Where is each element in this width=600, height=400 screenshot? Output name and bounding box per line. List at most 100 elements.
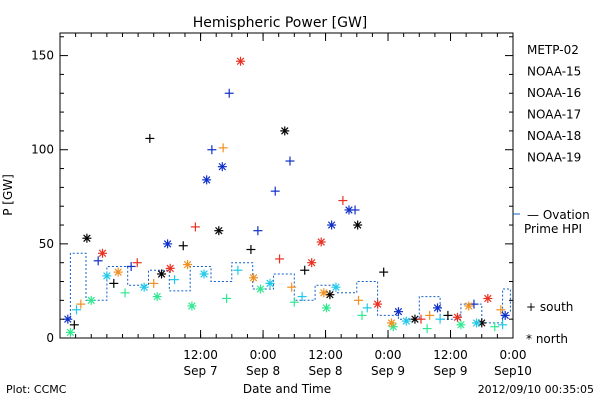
legend-noaa-16: NOAA-16 bbox=[527, 86, 581, 100]
metp-02-north-point bbox=[280, 126, 290, 136]
noaa-16-north-point bbox=[331, 282, 341, 292]
noaa-16-south-point bbox=[362, 303, 372, 313]
x-axis: 12:00 Sep 7 0:00 Sep 8 12:00 Sep 8 0:00 Sep 9 12… bbox=[59, 33, 532, 378]
legend-noaa-15: NOAA-15 bbox=[527, 65, 581, 79]
noaa-16-south-point bbox=[71, 305, 81, 315]
metp-02-south-point bbox=[109, 278, 119, 288]
noaa-17-north-point bbox=[86, 295, 96, 305]
noaa-15-south-point bbox=[270, 186, 280, 196]
noaa-15-south-point bbox=[126, 261, 136, 271]
noaa-18-south-point bbox=[149, 278, 159, 288]
noaa-15-north-point bbox=[63, 314, 73, 324]
noaa-15-north-point bbox=[163, 239, 173, 249]
x-tick-label-date: Sep 9 bbox=[433, 364, 467, 378]
metp-02-north-point bbox=[353, 220, 363, 230]
noaa-17-south-point bbox=[289, 297, 299, 307]
scatter-points bbox=[63, 56, 510, 337]
legend-noaa-17: NOAA-17 bbox=[527, 108, 581, 122]
noaa-16-south-point bbox=[170, 275, 180, 285]
noaa-16-south-point bbox=[297, 292, 307, 302]
marker-legend-south: + south bbox=[526, 300, 573, 314]
noaa-15-north-point bbox=[202, 175, 212, 185]
noaa-18-south-point bbox=[354, 295, 364, 305]
noaa-15-south-point bbox=[93, 256, 103, 266]
noaa-19-north-point bbox=[236, 56, 246, 66]
noaa-15-south-point bbox=[350, 205, 360, 215]
noaa-16-north-point bbox=[199, 269, 209, 279]
legend-metp-02: METP-02 bbox=[527, 43, 579, 57]
x-tick-label-date: Sep 9 bbox=[371, 364, 405, 378]
x-tick-label-time: 12:00 bbox=[433, 348, 468, 362]
noaa-17-north-point bbox=[255, 284, 265, 294]
noaa-19-north-point bbox=[165, 263, 175, 273]
noaa-16-north-point bbox=[401, 316, 411, 326]
metp-02-north-point bbox=[477, 318, 487, 328]
noaa-17-north-point bbox=[321, 303, 331, 313]
noaa-16-north-point bbox=[265, 278, 275, 288]
y-tick-label: 50 bbox=[39, 237, 54, 251]
ovation-hpi-series bbox=[62, 252, 511, 324]
metp-02-south-point bbox=[178, 241, 188, 251]
noaa-18-north-point bbox=[464, 301, 474, 311]
legend-noaa-19: NOAA-19 bbox=[527, 151, 581, 165]
x-tick-label-time: 0:00 bbox=[375, 348, 402, 362]
noaa-19-north-point bbox=[483, 293, 493, 303]
noaa-16-south-point bbox=[498, 320, 508, 330]
chart-title: Hemispheric Power [GW] bbox=[193, 15, 368, 31]
noaa-15-south-point bbox=[207, 145, 217, 155]
noaa-15-north-point bbox=[433, 303, 442, 313]
noaa-19-north-point bbox=[373, 299, 383, 309]
noaa-17-north-point bbox=[456, 320, 466, 330]
noaa-16-north-point bbox=[472, 318, 482, 328]
noaa-19-south-point bbox=[275, 254, 285, 264]
noaa-19-south-point bbox=[416, 314, 426, 324]
noaa-15-south-point bbox=[285, 156, 295, 166]
noaa-16-south-point bbox=[435, 314, 445, 324]
metp-02-south-point bbox=[69, 320, 79, 330]
noaa-19-south-point bbox=[132, 258, 142, 268]
noaa-17-north-point bbox=[152, 292, 162, 302]
noaa-18-south-point bbox=[496, 305, 506, 315]
noaa-17-south-point bbox=[357, 310, 367, 320]
x-tick-label-date: Sep 8 bbox=[309, 364, 343, 378]
noaa-17-north-point bbox=[187, 301, 197, 311]
marker-legend-north: * north bbox=[526, 332, 568, 346]
noaa-19-south-point bbox=[190, 222, 200, 232]
noaa-15-north-point bbox=[327, 220, 337, 230]
noaa-15-south-point bbox=[253, 226, 263, 236]
noaa-17-north-point bbox=[65, 327, 75, 337]
noaa-18-north-point bbox=[387, 318, 397, 328]
x-tick-label-time: 0:00 bbox=[500, 348, 527, 362]
legend: METP-02 NOAA-15 NOAA-16 NOAA-17 NOAA-18 NOAA-… bbox=[527, 43, 581, 165]
noaa-18-north-point bbox=[319, 288, 329, 298]
legend-noaa-18: NOAA-18 bbox=[527, 129, 581, 143]
noaa-18-north-point bbox=[183, 260, 193, 270]
noaa-17-south-point bbox=[222, 293, 232, 303]
y-tick-label: 100 bbox=[31, 143, 54, 157]
x-tick-label-time: 0:00 bbox=[250, 348, 277, 362]
noaa-16-north-point bbox=[139, 282, 149, 292]
noaa-17-south-point bbox=[120, 288, 130, 298]
noaa-15-north-point bbox=[500, 310, 510, 320]
y-tick-label: 150 bbox=[31, 49, 54, 63]
metp-02-south-point bbox=[300, 265, 310, 275]
x-tick-label-date: Sep10 bbox=[494, 364, 532, 378]
x-axis-label: Date and Time bbox=[243, 382, 331, 396]
y-axis-label: P [GW] bbox=[1, 174, 15, 216]
footer-plot-credit: Plot: CCMC bbox=[6, 383, 67, 396]
noaa-16-south-point bbox=[233, 265, 243, 275]
noaa-18-south-point bbox=[218, 143, 228, 153]
x-tick-label-time: 12:00 bbox=[183, 348, 218, 362]
ovation-label-line1: — Ovation bbox=[527, 208, 590, 222]
noaa-19-north-point bbox=[452, 312, 462, 322]
ovation-label-line2: Prime HPI bbox=[524, 222, 582, 236]
noaa-18-south-point bbox=[287, 282, 297, 292]
noaa-19-north-point bbox=[307, 258, 317, 268]
noaa-18-south-point bbox=[425, 310, 435, 320]
y-tick-label: 0 bbox=[46, 331, 54, 345]
noaa-18-south-point bbox=[76, 299, 86, 309]
footer-timestamp: 2012/09/10 00:35:05 bbox=[478, 383, 594, 396]
noaa-15-south-point bbox=[224, 88, 234, 98]
ovation-hpi-line bbox=[62, 252, 511, 324]
noaa-17-south-point bbox=[422, 324, 432, 334]
